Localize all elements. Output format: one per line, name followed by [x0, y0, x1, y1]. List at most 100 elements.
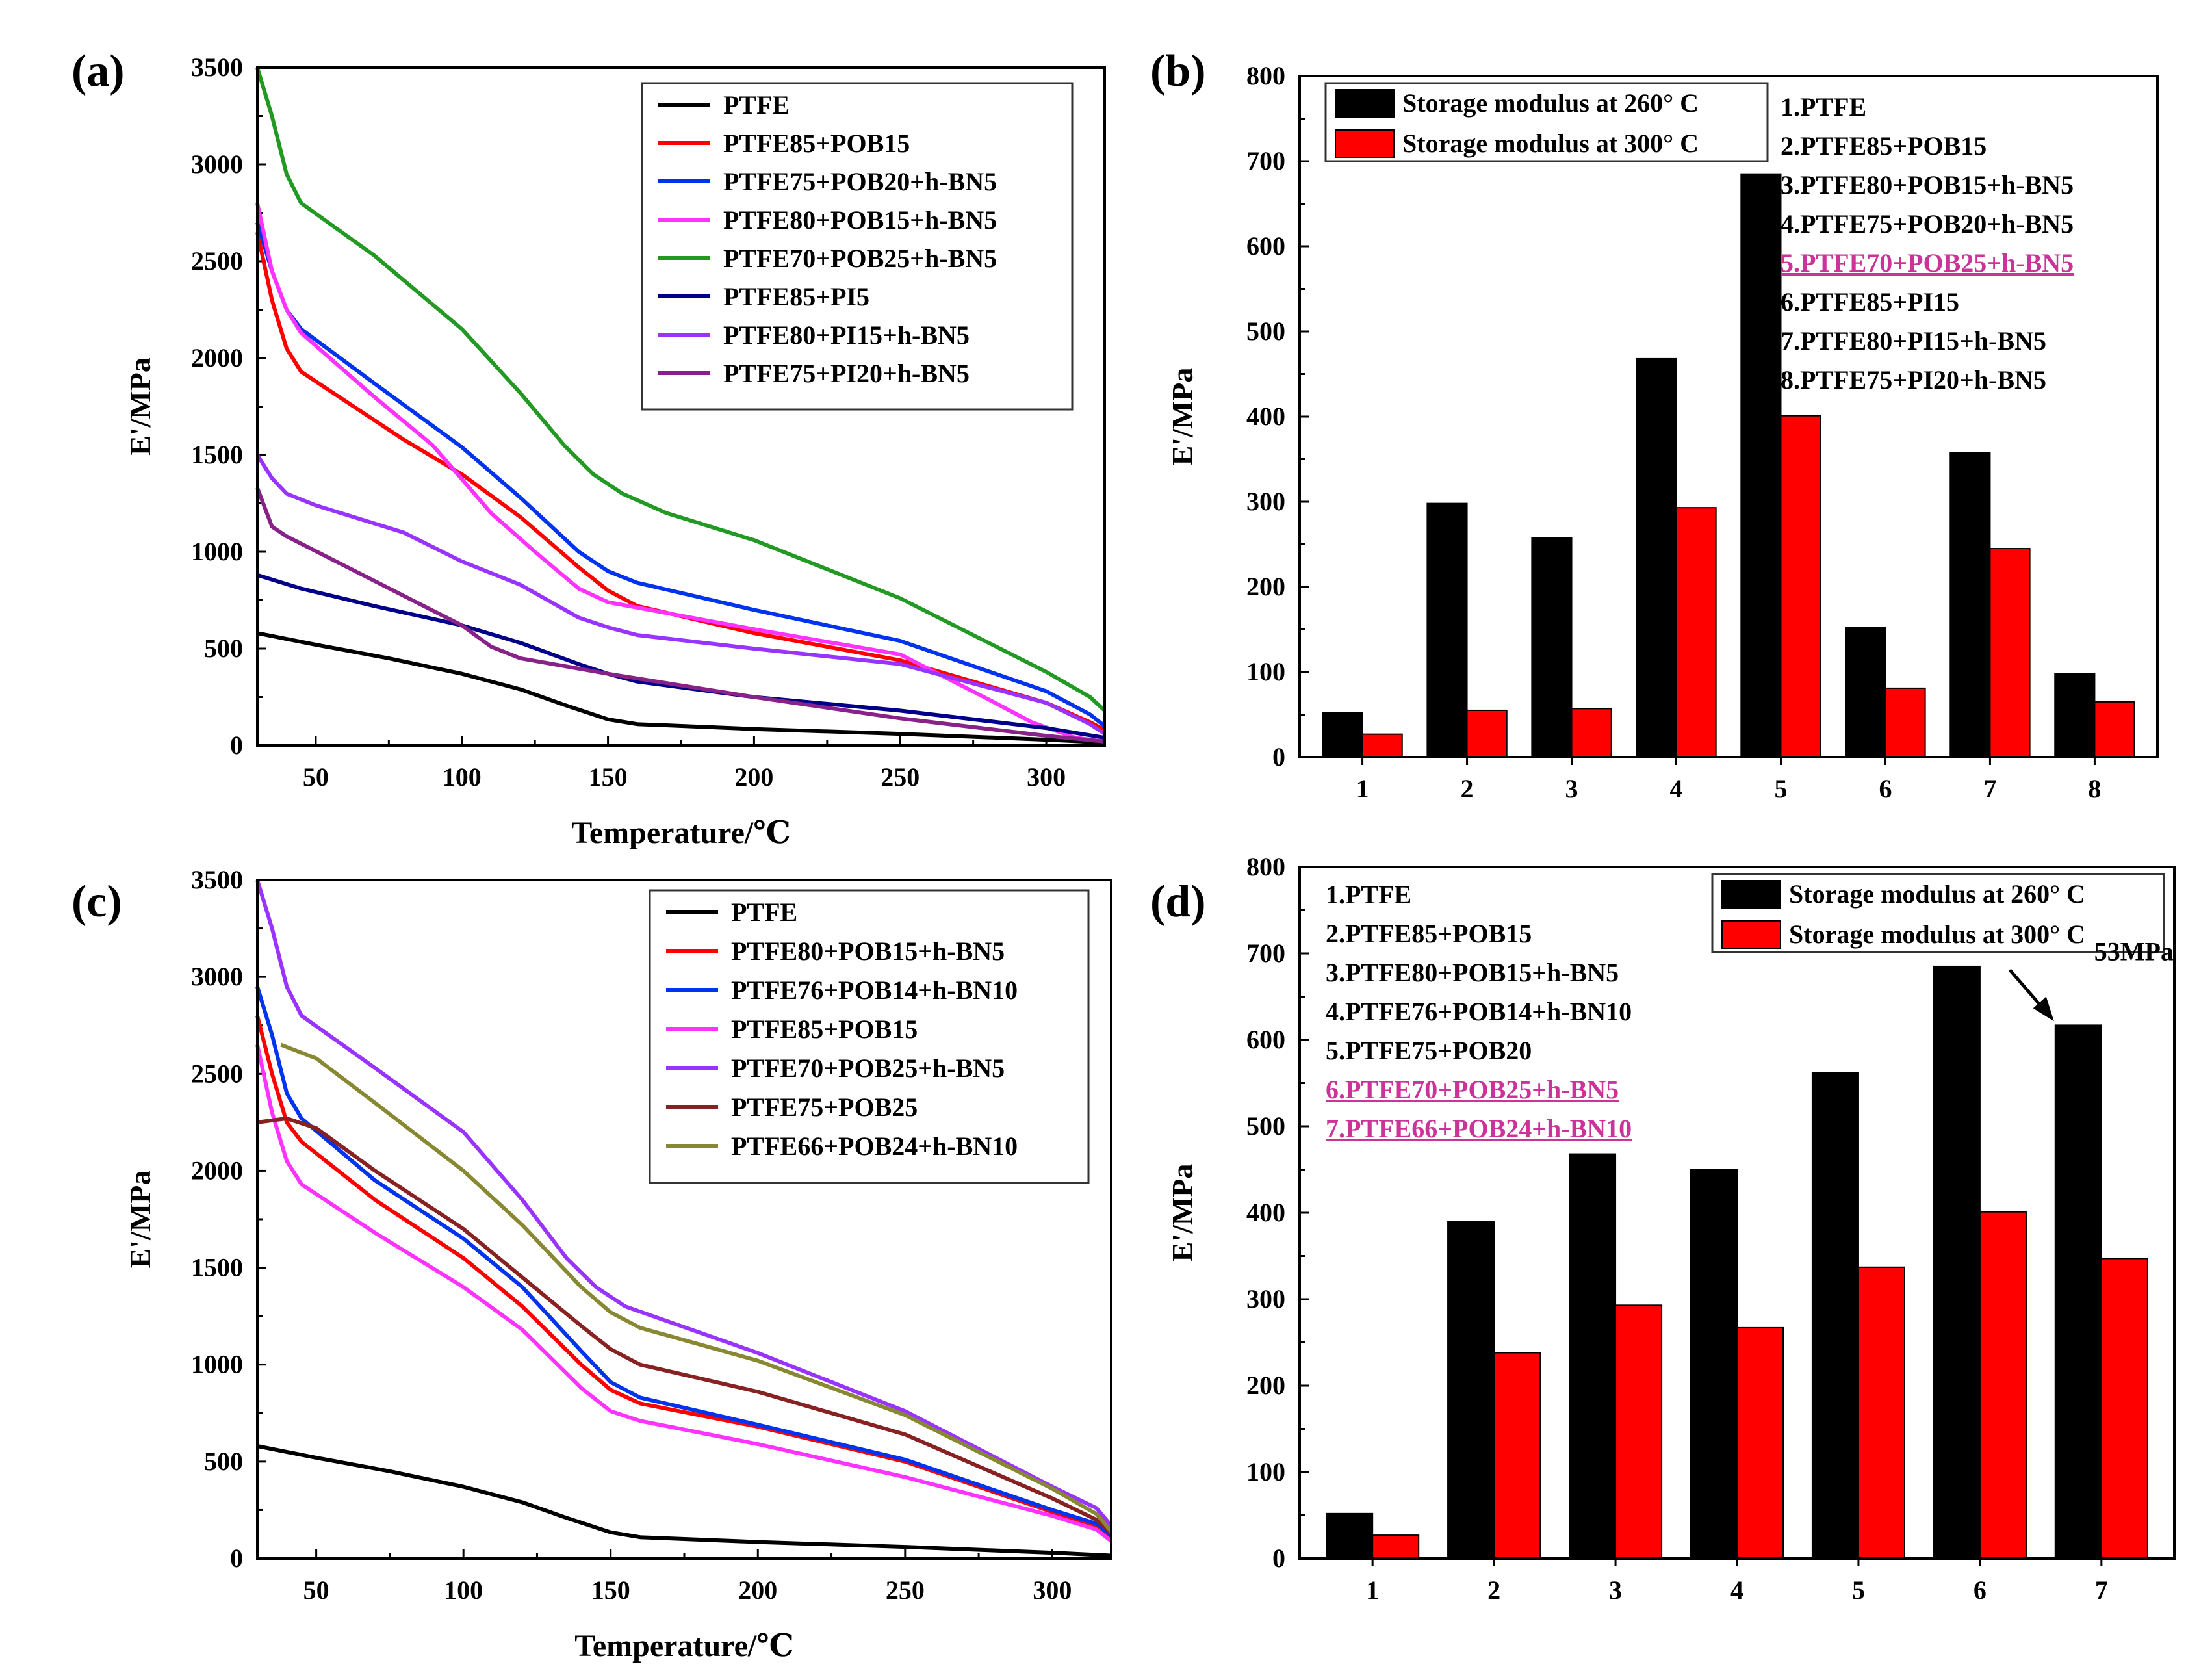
- panel-label: (a): [71, 46, 125, 96]
- series-line: [257, 573, 1105, 740]
- y-tick-label: 100: [1246, 1457, 1285, 1486]
- bar: [1845, 627, 1886, 758]
- legend-label: PTFE66+POB24+h-BN10: [731, 1132, 1018, 1161]
- bar: [1780, 415, 1821, 758]
- series-line: [255, 986, 1112, 1537]
- bar: [1361, 733, 1403, 758]
- panel-d: (d) 0 100 200 300 400 500 600 700 800 E'/MPa 1 2 3 4 5 6…: [1150, 852, 2176, 1605]
- series-line: [280, 1042, 1113, 1533]
- x-tick-label: 2: [1487, 1575, 1500, 1605]
- x-tick-label: 250: [881, 762, 920, 792]
- bar: [2054, 1024, 2102, 1559]
- sample-list-item: 1.PTFE: [1781, 92, 1866, 122]
- x-tick-label: 5: [1774, 774, 1787, 803]
- bar: [1426, 502, 1468, 758]
- sample-list-item: 5.PTFE75+POB20: [1326, 1036, 1532, 1065]
- y-tick-label: 2000: [191, 1156, 243, 1185]
- legend-label: Storage modulus at 300° C: [1789, 920, 2085, 949]
- legend-label: PTFE: [723, 90, 790, 120]
- x-tick-label: 3: [1565, 774, 1578, 803]
- y-axis-label: E'/MPa: [123, 357, 157, 456]
- legend-box: [1711, 873, 2165, 953]
- sample-list-item: 7.PTFE66+POB24+h-BN10: [1326, 1114, 1632, 1143]
- x-tick-label: 1: [1356, 774, 1369, 803]
- legend-label: Storage modulus at 300° C: [1402, 129, 1699, 158]
- y-axis-label: E'/MPa: [1166, 1164, 1199, 1262]
- y-tick-label: 500: [1246, 1111, 1285, 1141]
- y-tick-label: 800: [1246, 61, 1285, 90]
- y-tick-label: 500: [204, 634, 243, 663]
- bar: [1933, 965, 1981, 1559]
- bar: [1466, 709, 1508, 758]
- y-tick-label: 500: [204, 1447, 243, 1476]
- sample-list-item: 6.PTFE70+POB25+h-BN5: [1326, 1075, 1619, 1104]
- x-tick-label: 300: [1033, 1575, 1072, 1605]
- y-tick-label: 200: [1246, 572, 1285, 601]
- sample-list-item: 4.PTFE75+POB20+h-BN5: [1781, 209, 2074, 239]
- legend-box: [641, 82, 1074, 411]
- y-tick-label: 700: [1246, 938, 1285, 968]
- panel-c: (c) 0 500 1000 1500 2000 2500 3000 3500 E'/MPa 50 1…: [71, 865, 1113, 1663]
- bar: [1531, 537, 1573, 758]
- y-tick-label: 300: [1246, 1284, 1285, 1313]
- y-tick-label: 400: [1246, 1198, 1285, 1227]
- bar: [1740, 173, 1782, 758]
- legend-label: PTFE85+POB15: [723, 129, 910, 158]
- bar: [1989, 548, 2031, 758]
- bar: [1949, 452, 1991, 758]
- sample-list-item: 2.PTFE85+POB15: [1781, 131, 1987, 161]
- panel-label: (d): [1150, 877, 1206, 927]
- x-axis-label: Temperature/℃: [571, 816, 790, 850]
- annotation-label: 53MPa: [2094, 937, 2174, 966]
- bar: [2054, 673, 2096, 758]
- sample-list-item: 7.PTFE80+PI15+h-BN5: [1781, 326, 2046, 356]
- legend-label: PTFE75+PI20+h-BN5: [723, 359, 970, 388]
- legend-label: PTFE85+POB15: [731, 1015, 918, 1044]
- y-tick-label: 2500: [191, 1059, 243, 1088]
- legend-label: PTFE80+PI15+h-BN5: [723, 320, 970, 350]
- y-tick-label: 3000: [191, 149, 243, 179]
- x-tick-label: 6: [1879, 774, 1892, 803]
- bar: [1857, 1266, 1905, 1560]
- y-tick-label: 700: [1246, 146, 1285, 175]
- legend-label: PTFE80+POB15+h-BN5: [731, 937, 1005, 966]
- series-line: [257, 631, 1105, 745]
- bar: [2094, 701, 2135, 758]
- plot-frame: [1298, 75, 2159, 758]
- bar: [2100, 1258, 2148, 1559]
- x-tick-label: 3: [1609, 1575, 1622, 1605]
- series-line: [255, 1044, 1112, 1543]
- bar: [1636, 357, 1677, 758]
- sample-list-item: 6.PTFE85+PI15: [1781, 287, 1959, 317]
- bar: [1811, 1072, 1859, 1560]
- bar: [1493, 1352, 1541, 1559]
- panel-b: (b) 0 100 200 300 400 500 600 700 800 E'/MPa 1 2 3 4 5 6…: [1150, 46, 2159, 803]
- x-tick-label: 5: [1852, 1575, 1865, 1605]
- y-tick-label: 0: [1272, 742, 1285, 771]
- x-tick-label: 100: [443, 762, 482, 792]
- y-tick-label: 0: [1272, 1544, 1285, 1573]
- bar: [1615, 1304, 1663, 1560]
- y-tick-label: 800: [1246, 852, 1285, 881]
- y-tick-label: 3500: [191, 865, 243, 894]
- x-tick-label: 7: [1983, 774, 1996, 803]
- x-tick-label: 4: [1670, 774, 1683, 803]
- x-tick-label: 6: [1974, 1575, 1987, 1605]
- plot-frame: [1298, 866, 2176, 1560]
- x-tick-label: 8: [2088, 774, 2101, 803]
- sample-list-item: 3.PTFE80+POB15+h-BN5: [1326, 958, 1619, 987]
- y-tick-label: 1000: [191, 1350, 243, 1379]
- y-tick-label: 400: [1246, 402, 1285, 431]
- bar: [1447, 1221, 1495, 1560]
- bar: [1675, 507, 1717, 758]
- series-line: [255, 202, 1105, 744]
- bar: [1569, 1153, 1617, 1560]
- legend-label: Storage modulus at 260° C: [1789, 879, 2085, 909]
- y-tick-label: 0: [230, 1544, 243, 1573]
- annotation-arrow-head: [2033, 996, 2054, 1022]
- legend-swatch: [1721, 880, 1781, 909]
- y-tick-label: 1000: [191, 537, 243, 566]
- legend-label: PTFE75+POB20+h-BN5: [723, 167, 997, 196]
- legend-swatch: [1335, 89, 1395, 118]
- y-tick-label: 3500: [191, 53, 243, 82]
